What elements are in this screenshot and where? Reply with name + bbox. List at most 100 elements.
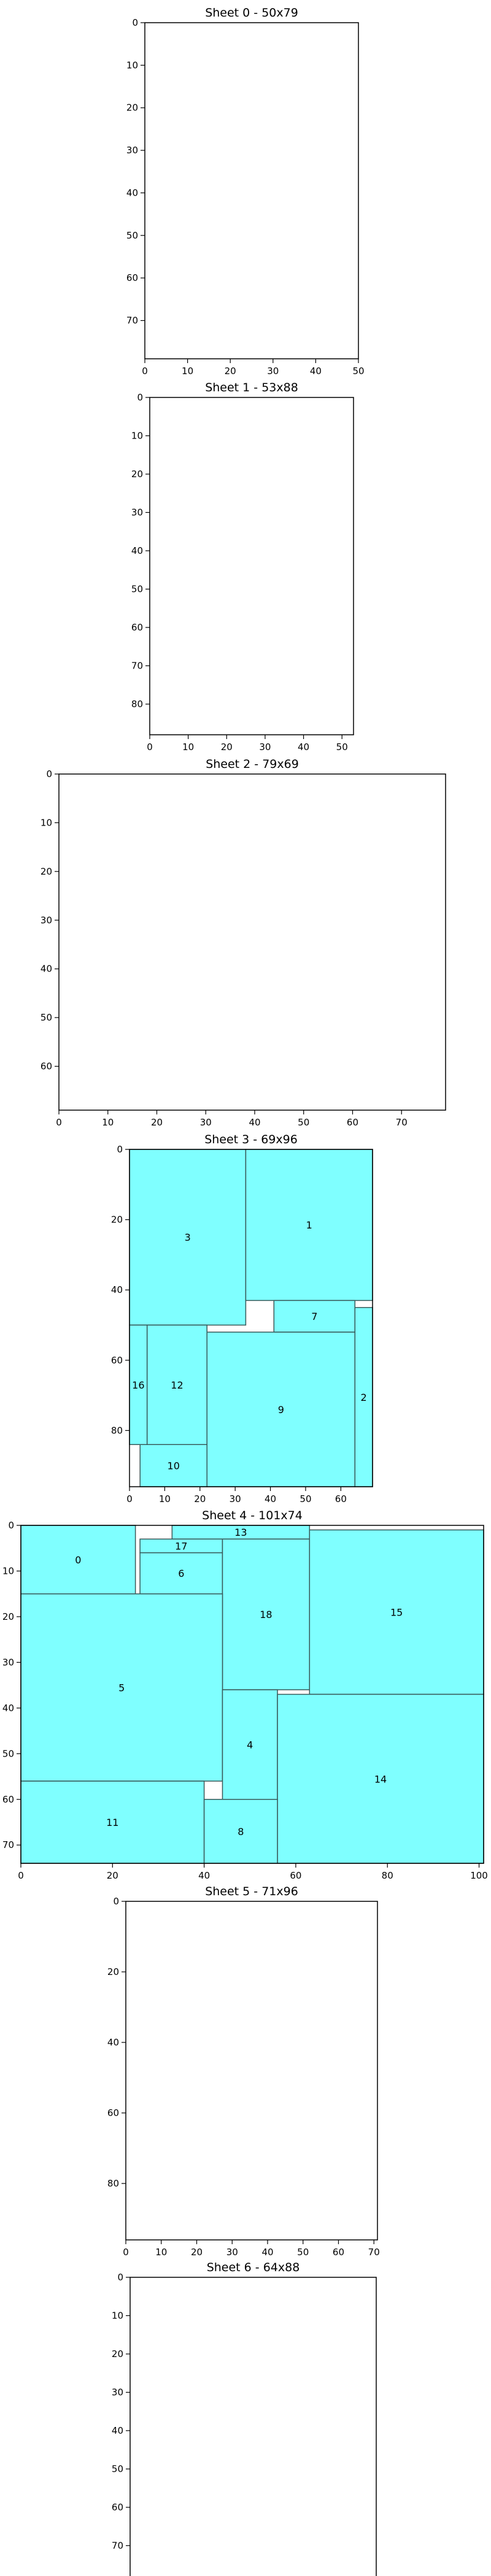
sheet-1-ytick-label-30: 30 [131, 507, 143, 518]
sheet-6-ytick-label-40: 40 [112, 2425, 123, 2436]
sheet-1-ytick-label-10: 10 [131, 431, 143, 442]
sheet-1-ytick-label-60: 60 [131, 622, 143, 633]
sheet-3-ytick-label-80: 80 [111, 1425, 123, 1436]
sheet-0-title: Sheet 0 - 50x79 [205, 6, 298, 20]
sheet-4-piece-6 [139, 1552, 223, 1595]
sheet-3-piece-3-label: 3 [185, 1232, 191, 1243]
sheet-4-xtick-label-20: 20 [107, 1870, 118, 1881]
sheet-6-ytick-label-70: 70 [112, 2540, 123, 2551]
sheet-6-ytick-label-10: 10 [112, 2310, 123, 2321]
sheet-4-ytick-label-40: 40 [2, 1703, 14, 1714]
sheet-3-piece-12 [146, 1324, 208, 1445]
sheet-1-title: Sheet 1 - 53x88 [205, 381, 298, 394]
sheet-3-piece-7-label: 7 [311, 1311, 317, 1322]
sheet-1-xtick-label-0: 0 [147, 742, 153, 753]
sheet-2-title: Sheet 2 - 79x69 [206, 757, 299, 771]
sheet-4-xtick-label-60: 60 [290, 1870, 301, 1881]
sheet-0-ytick-label-60: 60 [126, 272, 138, 283]
sheet-6-title: Sheet 6 - 64x88 [207, 2261, 300, 2274]
sheet-3-ytick-label-60: 60 [111, 1355, 123, 1366]
sheet-4-piece-15-label: 15 [390, 1606, 403, 1618]
sheet-3-xtick-label-60: 60 [335, 1493, 347, 1505]
sheet-4-piece-13-label: 13 [234, 1527, 247, 1538]
sheet-4-piece-4-label: 4 [247, 1739, 253, 1750]
sheet-0-xtick-label-10: 10 [182, 366, 193, 377]
sheet-5-axes-frame [125, 1901, 378, 2241]
sheet-4-piece-6-label: 6 [178, 1568, 184, 1579]
sheet-3-piece-1 [245, 1149, 373, 1301]
sheet-4-xtick-label-40: 40 [198, 1870, 210, 1881]
sheet-0-xtick-label-50: 50 [352, 366, 364, 377]
sheet-5-ytick-label-80: 80 [107, 2178, 119, 2189]
sheet-0-panel: Sheet 0 - 50x79 0 10 20 30 40 50 0 10 20 30 40 50 60 7… [126, 6, 365, 377]
sheet-4-xtick-label-80: 80 [382, 1870, 393, 1881]
sheet-4-title: Sheet 4 - 101x74 [202, 1509, 303, 1522]
sheet-3-piece-9 [206, 1332, 356, 1487]
sheet-2-xtick-label-20: 20 [151, 1117, 163, 1128]
sheet-1-ytick-label-50: 50 [131, 584, 143, 595]
sheet-4-xtick-label-100: 100 [470, 1870, 488, 1881]
sheet-4-axes-frame [20, 1525, 484, 1864]
sheet-2-xtick-label-60: 60 [347, 1117, 358, 1128]
sheet-0-xtick-label-20: 20 [225, 366, 236, 377]
sheet-2-xtick-label-40: 40 [249, 1117, 260, 1128]
sheet-4-piece-18 [222, 1538, 311, 1690]
sheet-3-ytick-label-0: 0 [117, 1144, 123, 1155]
sheet-2-ytick-label-10: 10 [41, 817, 52, 828]
sheet-5-xtick-label-10: 10 [155, 2247, 167, 2258]
sheet-3-ytick-label-40: 40 [111, 1284, 123, 1295]
sheet-2-ytick-label-0: 0 [46, 769, 52, 780]
sheet-2-ytick-label-60: 60 [41, 1061, 52, 1072]
sheet-3-piece-10 [139, 1444, 208, 1487]
sheet-4-ytick-label-50: 50 [2, 1748, 14, 1759]
sheet-4-piece-8 [203, 1799, 278, 1864]
sheet-5-title: Sheet 5 - 71x96 [205, 1885, 298, 1898]
sheet-5-xtick-label-20: 20 [191, 2247, 203, 2258]
sheet-0-ytick-label-70: 70 [126, 315, 138, 326]
sheet-1-xtick-label-20: 20 [221, 742, 233, 753]
sheet-4-piece-14 [277, 1693, 484, 1864]
sheet-3-axes-frame [129, 1149, 373, 1487]
sheet-5-ytick-label-20: 20 [107, 1966, 119, 1977]
sheet-0-ytick-label-20: 20 [126, 102, 138, 113]
sheet-0-ytick-label-10: 10 [126, 59, 138, 71]
sheet-4-ytick-label-0: 0 [8, 1520, 14, 1531]
sheet-1-xtick-label-40: 40 [298, 742, 309, 753]
sheet-5-ytick-label-0: 0 [113, 1896, 119, 1907]
sheet-2-ytick-label-20: 20 [41, 866, 52, 877]
sheet-2-panel: Sheet 2 - 79x69 0 10 20 30 40 50 60 70 0 10 20 30 40 5… [41, 757, 446, 1128]
sheet-5-xtick-label-40: 40 [261, 2247, 273, 2258]
sheet-1-ytick-label-70: 70 [131, 661, 143, 672]
sheet-6-ytick-label-30: 30 [112, 2387, 123, 2398]
sheet-5-ytick-label-60: 60 [107, 2107, 119, 2118]
sheet-6-axes-frame [130, 2277, 377, 2576]
sheet-4-ytick-label-30: 30 [2, 1657, 14, 1668]
sheet-6-ytick-label-50: 50 [112, 2464, 123, 2475]
sheet-1-xtick-label-30: 30 [259, 742, 271, 753]
sheet-4-xtick-label-0: 0 [18, 1870, 24, 1881]
sheet-3-title: Sheet 3 - 69x96 [204, 1133, 298, 1146]
sheet-3-xtick-label-10: 10 [159, 1493, 171, 1505]
sheet-4-ytick-label-20: 20 [2, 1611, 14, 1622]
sheet-2-ytick-label-30: 30 [41, 914, 52, 926]
sheet-3-piece-3 [129, 1149, 247, 1326]
sheet-4-piece-0 [20, 1525, 136, 1595]
sheet-3-xtick-label-40: 40 [265, 1493, 276, 1505]
sheet-0-ytick-label-30: 30 [126, 145, 138, 156]
sheet-2-xtick-label-0: 0 [56, 1117, 62, 1128]
sheet-0-ytick-label-50: 50 [126, 230, 138, 241]
sheet-4-piece-17-label: 17 [175, 1541, 187, 1552]
sheet-1-ytick-label-80: 80 [131, 699, 143, 710]
sheet-4-piece-5-label: 5 [118, 1682, 125, 1693]
sheet-3-ytick-label-20: 20 [111, 1214, 123, 1225]
sheet-5-panel: Sheet 5 - 71x96 0 10 20 30 40 50 60 70 0 20 40 60 80 [107, 1885, 380, 2258]
sheet-3-xtick-label-50: 50 [300, 1493, 311, 1505]
sheet-1-xtick-label-10: 10 [182, 742, 194, 753]
sheet-3-xtick-label-30: 30 [230, 1493, 241, 1505]
sheet-4-ytick-label-60: 60 [2, 1794, 14, 1805]
sheet-5-xtick-label-60: 60 [333, 2247, 344, 2258]
sheet-3-piece-2-label: 2 [361, 1392, 367, 1403]
sheet-5-xtick-label-70: 70 [368, 2247, 380, 2258]
